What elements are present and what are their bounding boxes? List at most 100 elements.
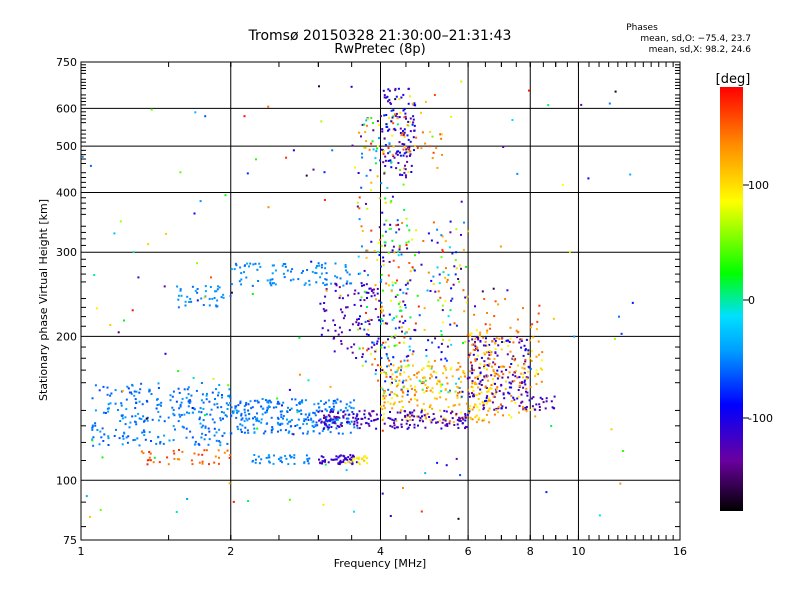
data-point bbox=[363, 146, 366, 149]
data-point bbox=[409, 117, 412, 120]
data-point bbox=[403, 341, 406, 344]
data-point bbox=[264, 411, 267, 414]
data-point bbox=[491, 340, 494, 343]
x-tick-label: 1 bbox=[78, 545, 85, 558]
data-point bbox=[381, 319, 384, 322]
data-point bbox=[226, 442, 229, 445]
data-point bbox=[479, 331, 482, 334]
data-point bbox=[495, 388, 498, 391]
data-point bbox=[476, 349, 479, 352]
data-point bbox=[359, 272, 361, 275]
data-point bbox=[520, 372, 523, 375]
data-point bbox=[552, 407, 555, 410]
data-point bbox=[422, 420, 424, 423]
data-point bbox=[382, 417, 385, 420]
data-point bbox=[315, 421, 318, 424]
data-point bbox=[338, 461, 341, 464]
data-point bbox=[289, 454, 291, 457]
data-point bbox=[495, 337, 498, 339]
data-point bbox=[346, 458, 349, 461]
data-point bbox=[383, 223, 386, 226]
data-point bbox=[186, 411, 188, 414]
data-point bbox=[353, 426, 356, 429]
data-point bbox=[303, 283, 306, 286]
data-point bbox=[335, 427, 338, 430]
data-point bbox=[189, 430, 192, 433]
data-point bbox=[217, 394, 219, 397]
data-point bbox=[424, 100, 427, 103]
data-point bbox=[425, 390, 428, 392]
data-point bbox=[370, 189, 373, 192]
data-point bbox=[343, 457, 346, 460]
data-point bbox=[499, 365, 502, 368]
data-point bbox=[514, 401, 517, 404]
data-point bbox=[120, 402, 123, 405]
data-point bbox=[404, 365, 407, 368]
data-point bbox=[496, 377, 499, 380]
data-point bbox=[526, 391, 529, 394]
data-point bbox=[474, 404, 477, 407]
data-point bbox=[485, 402, 488, 405]
data-point bbox=[333, 458, 336, 461]
data-point bbox=[377, 379, 380, 382]
data-point bbox=[409, 150, 412, 153]
data-point bbox=[225, 402, 228, 405]
data-point bbox=[409, 384, 412, 387]
data-point bbox=[364, 146, 367, 149]
data-point bbox=[471, 382, 474, 385]
data-point bbox=[493, 413, 496, 416]
data-point bbox=[156, 404, 159, 406]
data-point bbox=[445, 359, 448, 362]
data-point bbox=[379, 238, 382, 241]
data-point bbox=[455, 412, 458, 415]
data-point bbox=[271, 278, 274, 281]
data-point bbox=[163, 285, 166, 288]
data-point bbox=[356, 413, 359, 416]
data-point bbox=[208, 430, 211, 433]
data-point bbox=[271, 264, 274, 267]
data-point bbox=[218, 286, 221, 289]
data-point bbox=[205, 449, 208, 452]
data-point bbox=[396, 153, 399, 156]
data-point bbox=[381, 130, 384, 133]
data-point bbox=[455, 414, 458, 417]
data-point bbox=[406, 124, 409, 127]
data-point bbox=[488, 421, 491, 424]
data-point bbox=[406, 427, 409, 430]
data-point bbox=[382, 149, 385, 152]
data-point bbox=[320, 333, 323, 336]
data-point bbox=[509, 350, 512, 353]
data-point bbox=[364, 320, 367, 323]
data-point bbox=[483, 418, 486, 421]
data-point bbox=[463, 372, 466, 375]
data-point bbox=[457, 362, 460, 364]
data-point bbox=[384, 144, 387, 146]
data-point bbox=[392, 356, 395, 359]
data-point bbox=[157, 410, 160, 413]
data-point bbox=[457, 278, 460, 280]
data-point bbox=[363, 290, 366, 293]
data-point bbox=[326, 409, 328, 412]
data-point bbox=[122, 437, 125, 440]
data-point bbox=[479, 340, 482, 342]
data-point bbox=[528, 399, 531, 402]
data-point bbox=[465, 416, 468, 419]
data-point bbox=[327, 399, 330, 402]
data-point bbox=[306, 458, 309, 460]
data-point bbox=[447, 406, 450, 408]
data-point bbox=[454, 259, 457, 262]
data-point bbox=[370, 240, 373, 243]
data-point bbox=[376, 292, 379, 295]
data-point bbox=[218, 462, 220, 465]
data-point bbox=[326, 426, 329, 429]
data-point bbox=[352, 460, 355, 463]
data-point bbox=[481, 290, 484, 293]
data-point bbox=[389, 299, 392, 302]
data-point bbox=[465, 301, 468, 304]
data-point bbox=[420, 111, 422, 114]
data-point bbox=[332, 400, 335, 402]
data-point bbox=[495, 409, 498, 412]
data-point bbox=[462, 289, 465, 292]
data-point bbox=[431, 135, 434, 138]
data-point bbox=[365, 457, 368, 460]
